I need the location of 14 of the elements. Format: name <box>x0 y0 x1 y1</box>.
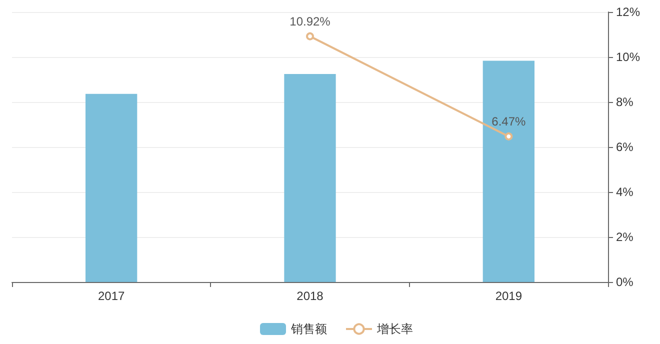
y2-tick-label: 10% <box>616 50 640 64</box>
y2-tick-label: 6% <box>616 140 634 154</box>
y2-tick-label: 4% <box>616 185 634 199</box>
y2-tick-label: 2% <box>616 230 634 244</box>
legend-label: 销售额 <box>290 322 327 336</box>
x-tick-label: 2019 <box>495 289 522 303</box>
data-label: 10.92% <box>290 14 331 28</box>
x-tick-label: 2017 <box>98 289 126 303</box>
y2-tick-label: 8% <box>616 95 634 109</box>
y2-tick-label: 0% <box>616 275 634 289</box>
legend-label: 增长率 <box>376 322 413 336</box>
y2-tick-label: 12% <box>616 5 640 19</box>
data-label: 6.47% <box>492 114 526 128</box>
x-tick-label: 2018 <box>296 289 324 303</box>
